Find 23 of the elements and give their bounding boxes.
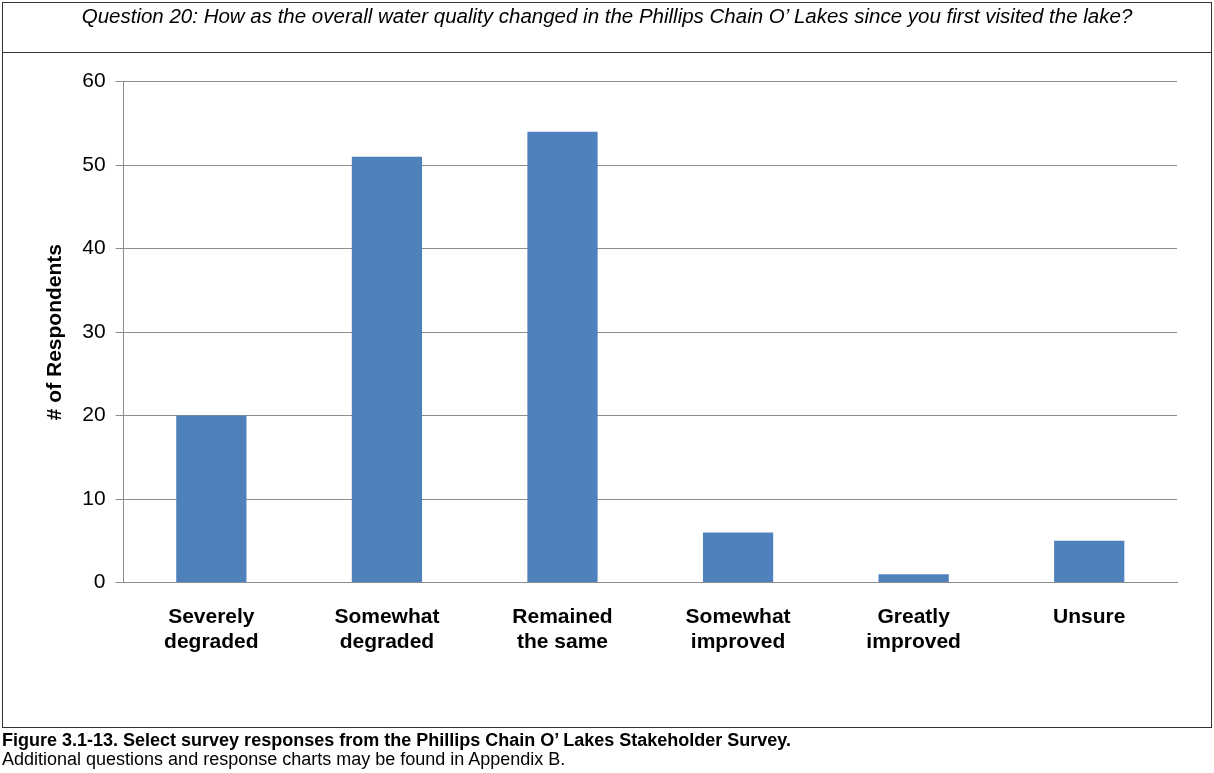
bar bbox=[702, 532, 774, 583]
y-tick-label: 50 bbox=[82, 151, 106, 175]
text: Additional questions and response charts may be found in Appendix B. bbox=[2, 749, 567, 769]
x-tick-label: Unsure bbox=[1053, 604, 1126, 627]
bar bbox=[527, 131, 598, 583]
caption: Figure 3.1-13. Select survey responses from the Phillips Chain O’ Lakes Stakeholder Survey. bbox=[2, 730, 792, 750]
x-tick-label: Somewhat improved bbox=[685, 604, 791, 653]
bar bbox=[351, 156, 423, 583]
x-tick-label: Greatly improved bbox=[866, 604, 961, 653]
y-axis-title: # of Respondents bbox=[42, 244, 66, 421]
y-tick-label: 30 bbox=[82, 318, 106, 342]
x-tick-label: Somewhat degraded bbox=[334, 604, 440, 653]
bar bbox=[176, 415, 247, 583]
bar bbox=[878, 574, 949, 583]
x-tick-label: Severely degraded bbox=[164, 604, 259, 653]
y-tick-label: 60 bbox=[82, 68, 106, 92]
y-tick-label: 0 bbox=[93, 569, 106, 593]
chart-title: Question 20: How as the overall water quality changed in the Phillips Chain O’ Lakes since you first visited the lake? bbox=[3, 3, 1211, 53]
y-tick-label: 40 bbox=[82, 235, 106, 259]
y-tick-label: 10 bbox=[82, 485, 106, 509]
bar bbox=[1054, 540, 1125, 583]
x-tick-label: Remained the same bbox=[512, 604, 613, 653]
y-tick-label: 20 bbox=[82, 402, 106, 426]
